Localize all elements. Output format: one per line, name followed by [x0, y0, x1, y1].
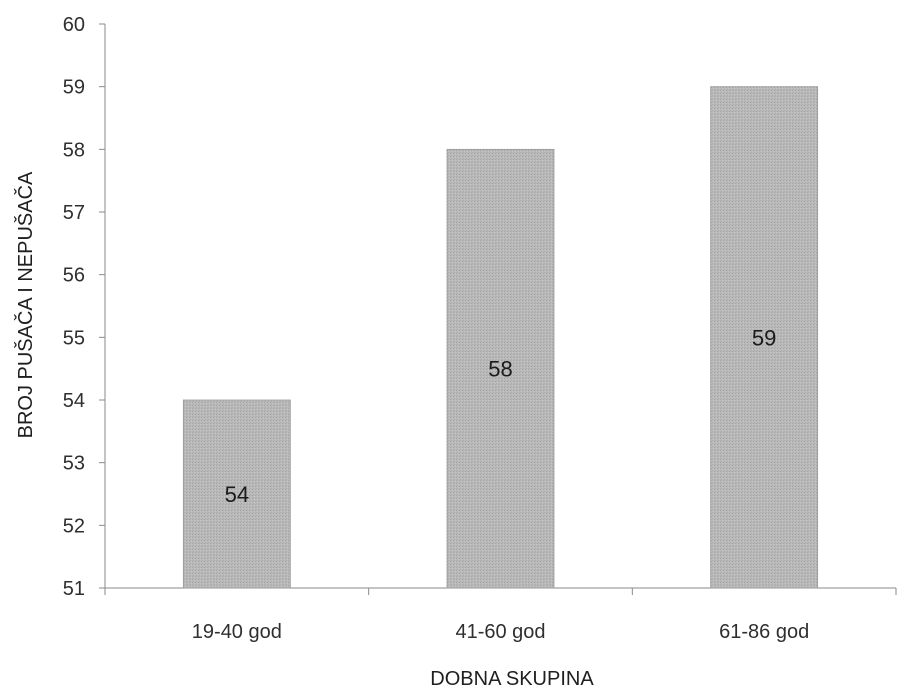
bars [182, 86, 819, 589]
x-axis: 19-40 god 41-60 god 61-86 god [104, 587, 897, 643]
bar-value-label: 54 [225, 482, 249, 507]
x-category-label: 41-60 god [455, 621, 545, 643]
bar-61-86-god [710, 86, 819, 589]
y-tick-label: 58 [63, 139, 85, 161]
bar-value-label: 59 [752, 325, 776, 350]
y-tick-label: 60 [63, 14, 85, 36]
y-axis-title: BROJ PUŠAČA I NEPUŠAČA [14, 171, 37, 438]
data-labels: 54 58 59 [225, 325, 777, 507]
x-category-label: 61-86 god [719, 621, 809, 643]
bar-19-40-god [182, 399, 291, 589]
bar-value-label: 58 [488, 357, 512, 382]
y-tick-label: 56 [63, 265, 85, 287]
y-tick-label: 59 [63, 77, 85, 99]
y-tick-label: 51 [63, 578, 85, 600]
x-axis-title: DOBNA SKUPINA [430, 668, 594, 690]
y-tick-label: 53 [63, 453, 85, 475]
y-axis: 51 52 53 54 55 56 57 58 59 60 [63, 14, 106, 600]
y-tick-label: 52 [63, 515, 85, 537]
x-category-label: 19-40 god [192, 621, 282, 643]
y-tick-label: 55 [63, 327, 85, 349]
y-tick-label: 54 [63, 390, 85, 412]
y-tick-label: 57 [63, 202, 85, 224]
bar-41-60-god [446, 148, 555, 589]
